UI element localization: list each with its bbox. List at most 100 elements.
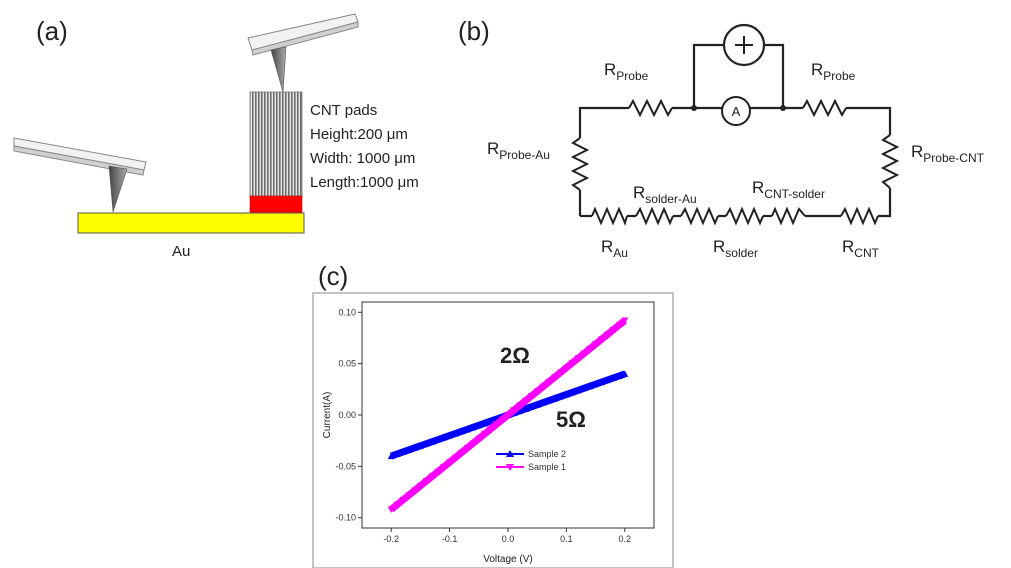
resistor-au xyxy=(591,206,628,226)
data-point xyxy=(603,376,611,384)
series-group xyxy=(387,317,629,514)
data-point xyxy=(568,360,576,367)
data-point xyxy=(440,463,448,471)
data-point xyxy=(592,380,600,388)
data-point xyxy=(586,382,594,390)
label-r-cnt-solder: RCNT-solder xyxy=(752,178,825,201)
label-r-probe-left: RProbe xyxy=(604,60,649,83)
data-point xyxy=(416,482,424,490)
data-point xyxy=(475,421,483,429)
resistor-probe-cnt xyxy=(880,134,900,189)
resistor-cnt xyxy=(840,206,879,226)
y-tick-label: 0.05 xyxy=(338,359,356,369)
data-point xyxy=(446,432,454,439)
label-r-probe-cnt: RProbe-CNT xyxy=(911,142,985,165)
resistor-solder xyxy=(680,206,719,226)
au-label: Au xyxy=(172,243,190,260)
info-height: Height:200 μm xyxy=(310,126,408,143)
data-point xyxy=(446,459,454,466)
y-tick-label: 0.00 xyxy=(338,410,356,420)
cnt-pad xyxy=(249,91,303,197)
data-point xyxy=(434,468,442,476)
data-point xyxy=(504,412,512,419)
data-point xyxy=(411,487,419,495)
data-point xyxy=(405,446,413,453)
cnt-pad-info: CNT pads Height:200 μm Width: 1000 μm Le… xyxy=(310,102,419,191)
data-point xyxy=(510,407,518,414)
data-point xyxy=(551,374,559,381)
resistor-solder-au xyxy=(635,206,674,226)
data-point xyxy=(574,355,582,362)
y-tick-label: 0.10 xyxy=(338,307,356,317)
panel-a: (a) Au CNT pads Height:200 μm Width: 100… xyxy=(13,13,419,260)
ammeter-label: A xyxy=(732,104,741,119)
data-point xyxy=(533,388,541,395)
data-point xyxy=(580,384,588,392)
data-point xyxy=(481,419,489,427)
data-point xyxy=(562,390,570,398)
data-point xyxy=(411,444,419,451)
resistor-probe-au xyxy=(570,137,590,191)
data-point xyxy=(457,427,465,435)
data-point xyxy=(393,450,401,458)
panel-c-label: (c) xyxy=(318,261,348,291)
data-point xyxy=(545,378,553,386)
label-r-solder-au: Rsolder-Au xyxy=(633,183,697,206)
data-point xyxy=(580,350,588,358)
label-r-probe-au: RProbe-Au xyxy=(487,139,550,162)
y-axis-label: Current(A) xyxy=(322,392,333,439)
data-point xyxy=(387,506,395,514)
data-point xyxy=(405,492,413,499)
data-point xyxy=(451,454,459,462)
data-point xyxy=(486,417,494,425)
resistor-cnt-solder xyxy=(725,206,764,226)
data-point xyxy=(422,440,430,447)
data-point xyxy=(481,430,489,438)
data-point xyxy=(457,449,465,457)
data-point xyxy=(568,388,576,396)
data-point xyxy=(562,364,570,372)
x-ticks: -0.2 -0.1 0.0 0.1 0.2 xyxy=(383,528,631,544)
data-point xyxy=(533,401,541,408)
data-point xyxy=(463,445,471,452)
label-r-probe-right: RProbe xyxy=(811,60,856,83)
x-tick-label: -0.2 xyxy=(383,534,399,544)
legend-entry: Sample 1 xyxy=(528,462,566,472)
data-point xyxy=(592,341,600,348)
data-point xyxy=(621,317,629,324)
data-point xyxy=(522,405,530,412)
solder-layer xyxy=(249,195,303,214)
data-point xyxy=(440,434,448,441)
data-point xyxy=(615,372,623,379)
panel-b-label: (b) xyxy=(458,16,490,46)
data-point xyxy=(609,326,617,334)
data-point xyxy=(527,393,535,400)
panel-a-label: (a) xyxy=(36,16,68,46)
data-point xyxy=(469,440,477,447)
au-substrate xyxy=(77,212,305,234)
legend-entry: Sample 2 xyxy=(528,449,566,459)
info-length: Length:1000 μm xyxy=(310,174,419,191)
annotation-2-ohm: 2Ω xyxy=(500,343,530,368)
voltage-source-icon xyxy=(722,23,766,67)
y-ticks: -0.10 -0.05 0.00 0.05 0.10 xyxy=(335,307,362,523)
resistor-probe-right xyxy=(802,98,847,118)
data-point xyxy=(551,395,559,402)
data-point xyxy=(516,402,524,410)
data-point xyxy=(422,478,430,485)
x-tick-label: -0.1 xyxy=(442,534,458,544)
data-point xyxy=(516,407,524,414)
circuit-wires xyxy=(578,43,892,218)
data-point xyxy=(469,423,477,431)
resistor-cnt-solder-2 xyxy=(771,206,806,226)
data-point xyxy=(451,429,459,437)
data-point xyxy=(434,436,442,443)
data-point xyxy=(428,438,436,445)
data-point xyxy=(522,397,530,405)
legend-marker xyxy=(506,450,514,457)
lower-probe xyxy=(13,137,147,213)
upper-probe xyxy=(247,13,359,93)
data-point xyxy=(486,426,494,433)
iv-chart: -0.2 -0.1 0.0 0.1 0.2 -0.10 -0.05 0.00 0.05 0.10… xyxy=(322,301,655,565)
